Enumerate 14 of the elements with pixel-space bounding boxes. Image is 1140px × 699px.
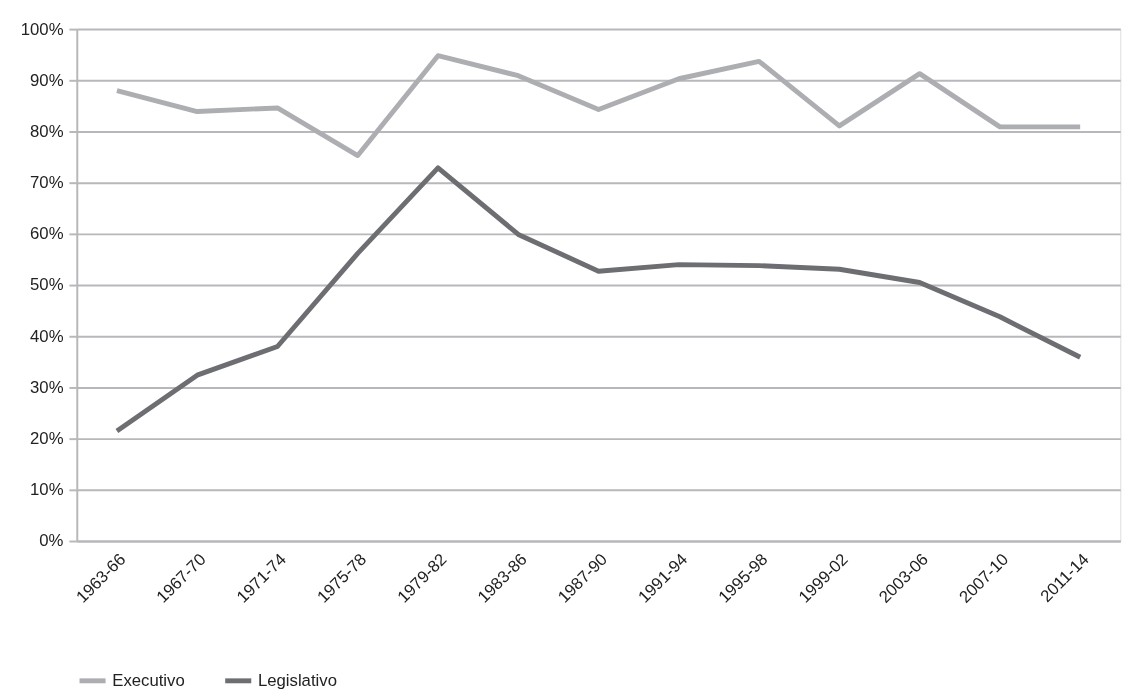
y-tick-label: 30% bbox=[30, 377, 64, 397]
line-series bbox=[114, 165, 1083, 434]
y-tick-label: 0% bbox=[39, 531, 64, 551]
legend-label: Legislativo bbox=[257, 670, 337, 690]
y-tick-label: 80% bbox=[30, 121, 64, 141]
y-tick-label: 50% bbox=[30, 275, 64, 295]
y-tick-label: 70% bbox=[30, 173, 64, 193]
y-tick-label: 100% bbox=[20, 19, 64, 39]
y-tick-label: 20% bbox=[30, 429, 64, 449]
y-tick-label: 60% bbox=[30, 224, 64, 244]
legend-label: Executivo bbox=[112, 670, 185, 690]
y-tick-label: 10% bbox=[30, 480, 64, 500]
y-tick-label: 40% bbox=[30, 326, 64, 346]
y-tick-label: 90% bbox=[30, 70, 64, 90]
